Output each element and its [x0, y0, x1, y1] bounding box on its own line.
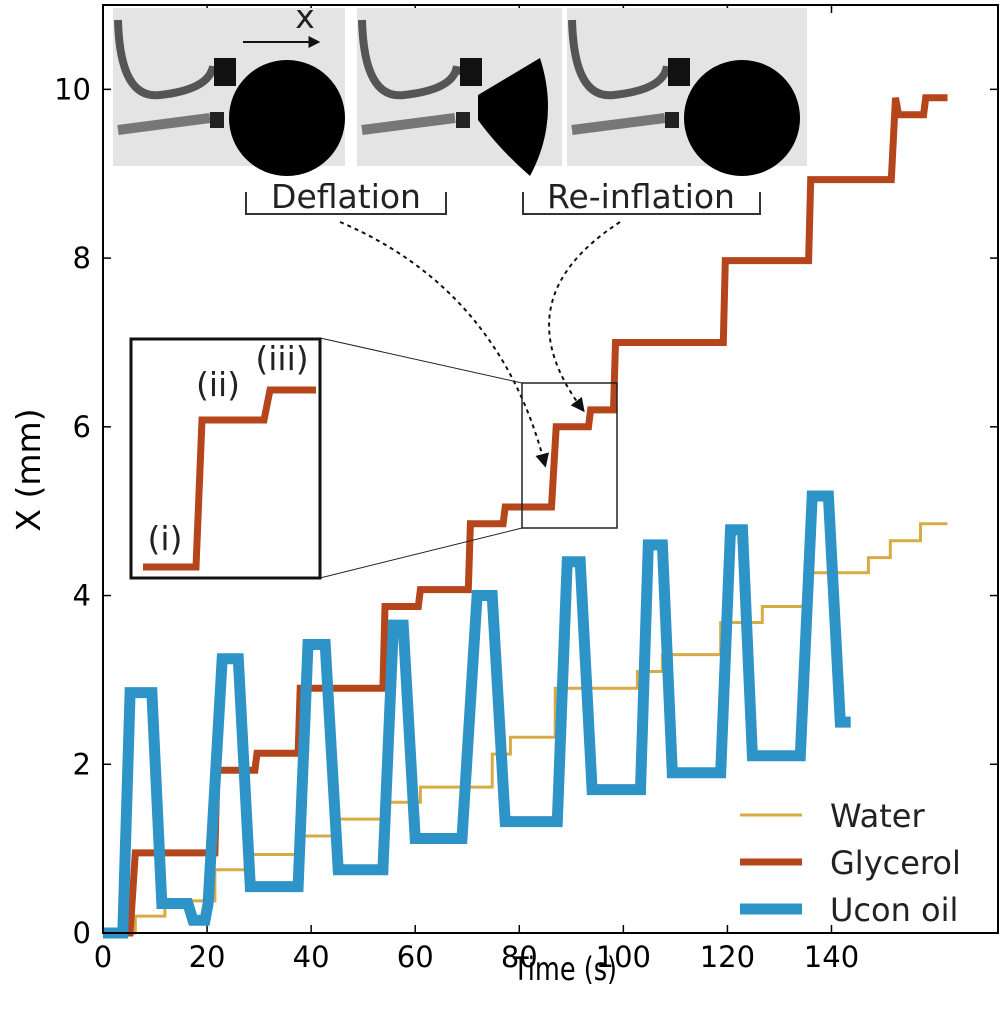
photo-3 [567, 8, 807, 176]
zoom-connector [319, 337, 523, 384]
deflation-label: Deflation [271, 177, 421, 216]
series-line [103, 490, 851, 939]
dashed-arrow [339, 221, 549, 468]
photo-1 [113, 8, 345, 176]
photo-strip: x Deflation Re-inflation [113, 0, 807, 468]
series-line [103, 522, 948, 935]
inset-label: (ii) [196, 365, 240, 404]
reinflation-label: Re-inflation [547, 177, 735, 216]
y-tick-label: 10 [54, 72, 91, 106]
inset-label: (iii) [255, 339, 308, 378]
y-tick-label: 0 [73, 916, 91, 950]
zoom-connector [319, 527, 523, 579]
series-line [103, 94, 948, 937]
bracket [522, 192, 761, 215]
zoom-inset: (i) (ii) (iii) [129, 337, 618, 580]
x-tick-label: 140 [804, 940, 859, 974]
bracket [245, 192, 447, 215]
x-tick-label: 20 [189, 940, 226, 974]
x-tick-label: 40 [293, 940, 330, 974]
x-tick-label: 120 [700, 940, 755, 974]
y-tick-label: 4 [73, 579, 91, 613]
inset-label: (i) [148, 519, 183, 558]
x-tick-label: 100 [596, 940, 651, 974]
photo-2 [357, 8, 562, 176]
inset-curve [143, 386, 316, 571]
x-arrow-label: x [295, 0, 315, 36]
inset-box [129, 337, 322, 580]
plot-frame [102, 4, 999, 934]
x-tick-label: 80 [501, 940, 538, 974]
x-tick-label: 0 [94, 940, 112, 974]
legend-label: Glycerol [830, 844, 961, 882]
x-axis-label: Time (s) [512, 950, 617, 988]
y-tick-label: 8 [73, 241, 91, 275]
y-axis-label: X (mm) [9, 408, 48, 531]
y-tick-label: 6 [73, 410, 91, 444]
legend-label: Water [830, 797, 925, 835]
x-tick-label: 60 [397, 940, 434, 974]
y-tick-label: 2 [73, 747, 91, 781]
legend-label: Ucon oil [830, 891, 958, 929]
zoom-box [521, 382, 618, 529]
plot-layer [102, 4, 999, 939]
dashed-arrow [548, 221, 621, 413]
